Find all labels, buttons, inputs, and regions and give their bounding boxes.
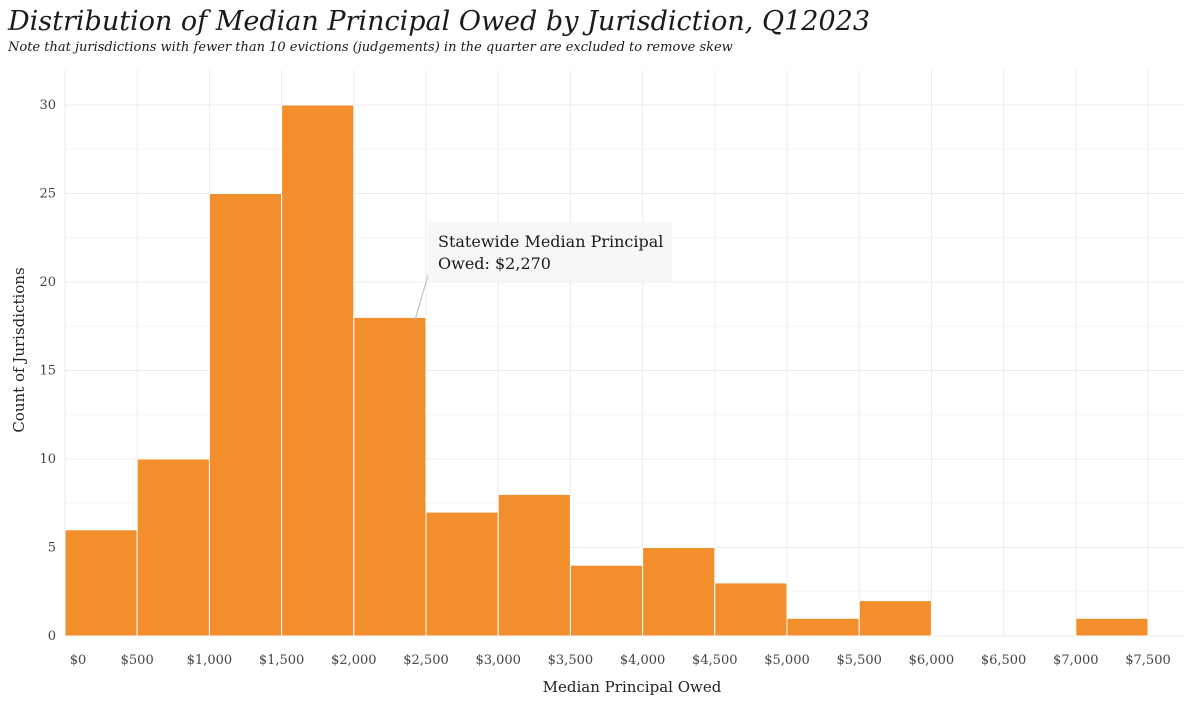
y-tick-label: 5 [48,541,56,556]
bar-2000-2500 [353,316,427,637]
y-tick-label: 25 [39,187,56,202]
x-tick-label: $6,500 [981,653,1027,668]
bar-1500-2000 [281,104,355,637]
y-axis-ticks: 0 5 10 15 20 25 30 [39,98,56,644]
bar-2500-3000 [425,511,499,637]
x-axis-label: Median Principal Owed [543,678,722,696]
y-tick-label: 30 [39,98,56,113]
bar-500-1000 [136,458,210,637]
x-tick-label: $0 [70,653,87,668]
bar-5000-5500 [786,617,860,637]
bar-3000-3500 [497,493,571,637]
y-tick-label: 10 [39,452,56,467]
x-tick-label: $5,500 [836,653,882,668]
bar-4000-4500 [642,547,716,637]
x-axis-ticks: $0 $500 $1,000 $1,500 $2,000 $2,500 $3,000 $3,5… [70,653,1171,668]
x-tick-label: $6,000 [909,653,955,668]
y-axis-label: Count of Jurisdictions [10,267,28,432]
chart-subtitle: Note that jurisdictions with fewer than … [8,40,733,55]
x-tick-label: $3,500 [548,653,594,668]
y-tick-label: 0 [48,629,56,644]
x-tick-label: $3,000 [475,653,521,668]
histogram-bars [64,104,1149,637]
chart-title: Distribution of Median Principal Owed by… [8,6,870,37]
bar-7000-7500 [1075,617,1149,637]
x-tick-label: $4,000 [620,653,666,668]
x-tick-label: $4,500 [692,653,738,668]
annotation-text-line: Owed: $2,270 [438,254,551,273]
median-annotation: Statewide Median Principal Owed: $2,270 [414,222,672,321]
bar-5500-6000 [858,600,932,637]
bar-1000-1500 [208,193,283,637]
x-tick-label: $1,500 [259,653,305,668]
y-tick-label: 20 [39,275,56,290]
x-tick-label: $1,000 [187,653,233,668]
y-tick-label: 15 [39,364,56,379]
x-tick-label: $5,000 [764,653,810,668]
x-tick-label: $2,000 [331,653,377,668]
annotation-box [428,222,672,282]
annotation-text-line: Statewide Median Principal [438,232,663,251]
x-tick-label: $2,500 [403,653,449,668]
x-tick-label: $500 [121,653,154,668]
x-tick-label: $7,000 [1053,653,1099,668]
bar-3500-4000 [569,564,644,637]
bar-0-500 [64,529,138,637]
bar-4500-5000 [714,582,788,637]
x-tick-label: $7,500 [1125,653,1171,668]
